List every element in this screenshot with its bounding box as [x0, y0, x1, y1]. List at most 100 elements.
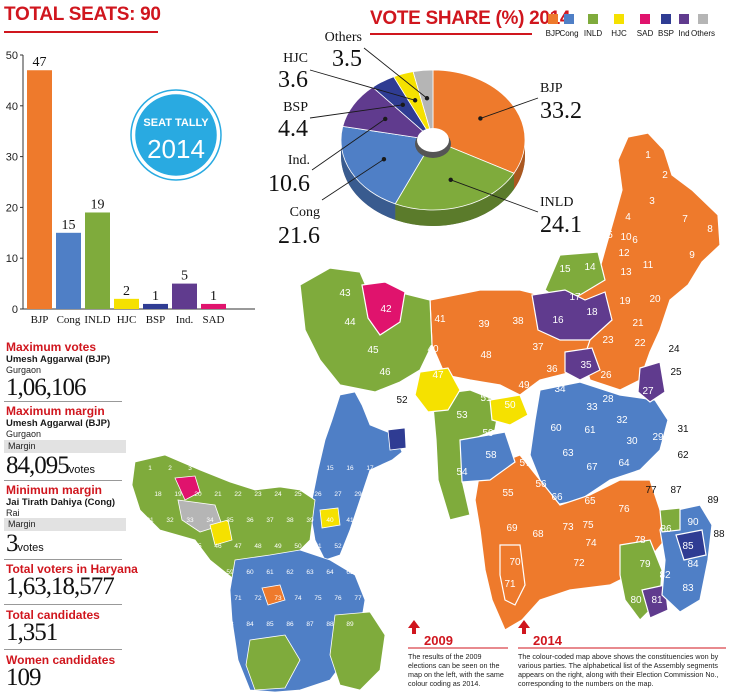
women-candidates-label: Women candidates — [6, 653, 116, 667]
map-label: 86 — [660, 524, 672, 535]
total-candidates-label: Total candidates — [6, 608, 100, 622]
max-votes-label: Maximum votes — [6, 340, 97, 354]
women-candidates-value: 109 — [6, 664, 41, 691]
max-margin-place: Gurgaon — [6, 429, 42, 439]
map-label: 32 — [616, 415, 628, 426]
small-map-label: 53 — [354, 543, 362, 550]
small-map-label: 39 — [306, 517, 314, 524]
small-map-label: 37 — [266, 517, 274, 524]
small-map-label: 20 — [194, 491, 202, 498]
map-label: 70 — [509, 557, 521, 568]
bar-y-tick-label: 30 — [6, 152, 18, 164]
pie-label-value: 4.4 — [278, 116, 308, 142]
note-2014-title: 2014 — [533, 633, 562, 648]
bar-y-tick-label: 20 — [6, 202, 18, 214]
vote-share-title: VOTE SHARE (%) 2014 — [370, 8, 571, 29]
small-map-label: 88 — [326, 621, 334, 628]
small-map-label: 71 — [234, 595, 242, 602]
small-map-label: 73 — [274, 595, 282, 602]
small-map-label: 34 — [206, 517, 214, 524]
small-map-sad — [174, 475, 201, 501]
map-region-hjc-2 — [489, 394, 529, 426]
bar-category-label: Ind. — [176, 314, 194, 326]
pie-leader-dot — [478, 116, 483, 121]
map-label: 26 — [600, 370, 612, 381]
map-label: 56 — [535, 479, 547, 490]
small-map-label: 69 — [194, 595, 202, 602]
map-label: 17 — [569, 292, 581, 303]
map-region-hjc — [414, 367, 461, 413]
pie-label-value: 21.6 — [278, 223, 320, 249]
legend-label: SAD — [637, 29, 654, 38]
small-map-label: 57 — [186, 569, 194, 576]
map-region-green-se — [659, 507, 681, 533]
small-map-label: 72 — [254, 595, 262, 602]
small-map-label: 50 — [294, 543, 302, 550]
max-margin-label: Maximum margin — [6, 404, 105, 418]
small-map-label: 74 — [294, 595, 302, 602]
map-label: 73 — [562, 522, 574, 533]
map-region-bsp — [675, 529, 707, 561]
map-label: 50 — [504, 400, 516, 411]
map-region-sad — [361, 281, 406, 336]
small-map-label: 87 — [306, 621, 314, 628]
map-label: 82 — [659, 570, 671, 581]
map-label: 59 — [482, 428, 494, 439]
bar-hjc — [114, 298, 139, 309]
max-votes-value: 1,06,106 — [6, 374, 86, 401]
pie-label-value: 3.6 — [278, 67, 308, 93]
small-map-label: 84 — [246, 621, 254, 628]
map-label: 9 — [689, 250, 695, 261]
map-label: 85 — [682, 541, 694, 552]
seats-title: TOTAL SEATS: 90 — [4, 4, 161, 25]
small-map-label: 14 — [306, 465, 314, 472]
small-map-label: 12 — [266, 465, 274, 472]
map-label: 45 — [367, 345, 379, 356]
bar-value-label: 1 — [210, 289, 217, 304]
map-label: 77 — [645, 485, 657, 496]
note-2009-arrow-icon — [408, 620, 420, 634]
legend-label: BJP — [546, 29, 561, 38]
small-map-label: 85 — [266, 621, 274, 628]
note-2014-arrow-icon — [518, 620, 530, 634]
small-map-label: 17 — [366, 465, 374, 472]
pie-label-value: 24.1 — [540, 212, 582, 238]
map-label: 22 — [634, 338, 646, 349]
map-label: 5 — [607, 230, 613, 241]
seat-bar-chart: 0 10 20 30 40 50 47 BJP 15 Cong 19 INLD 2 HJC 1 BSP 5 In… — [6, 50, 255, 326]
bar-category-label: BJP — [31, 314, 49, 326]
pie-leader-line — [363, 47, 428, 99]
map-label: 57 — [519, 458, 531, 469]
pie-label-name: HJC — [283, 51, 308, 66]
map-label: 52 — [396, 395, 408, 406]
map-label: 63 — [562, 448, 574, 459]
small-map-label: 48 — [254, 543, 262, 550]
map-label: 80 — [630, 595, 642, 606]
bar-ind — [172, 283, 197, 309]
total-voters-label: Total voters in Haryana — [6, 562, 138, 576]
small-map-label: 40 — [326, 517, 334, 524]
map-label: 14 — [584, 262, 596, 273]
pie-label-name: BSP — [283, 100, 308, 115]
small-map-yellow-2 — [319, 507, 341, 529]
small-map-label: 29 — [354, 491, 362, 498]
map-label: 84 — [687, 559, 699, 570]
small-map-label: 33 — [186, 517, 194, 524]
small-map-label: 26 — [314, 491, 322, 498]
small-map-label: 76 — [334, 595, 342, 602]
map-label: 81 — [651, 595, 663, 606]
bar-category-label: Cong — [57, 314, 81, 326]
small-map-label: 80 — [166, 621, 174, 628]
small-map-label: 54 — [374, 543, 382, 550]
stats-divider — [4, 480, 122, 481]
small-map-label: 31 — [146, 517, 154, 524]
max-margin-name: Umesh Aggarwal (BJP) — [6, 418, 111, 429]
min-margin-label: Minimum margin — [6, 483, 103, 497]
small-map-label: 16 — [346, 465, 354, 472]
legend-label: Others — [691, 29, 715, 38]
pie-leader-line — [311, 118, 386, 171]
map-label: 34 — [554, 384, 566, 395]
map-label: 89 — [707, 495, 719, 506]
small-map-label: 49 — [274, 543, 282, 550]
